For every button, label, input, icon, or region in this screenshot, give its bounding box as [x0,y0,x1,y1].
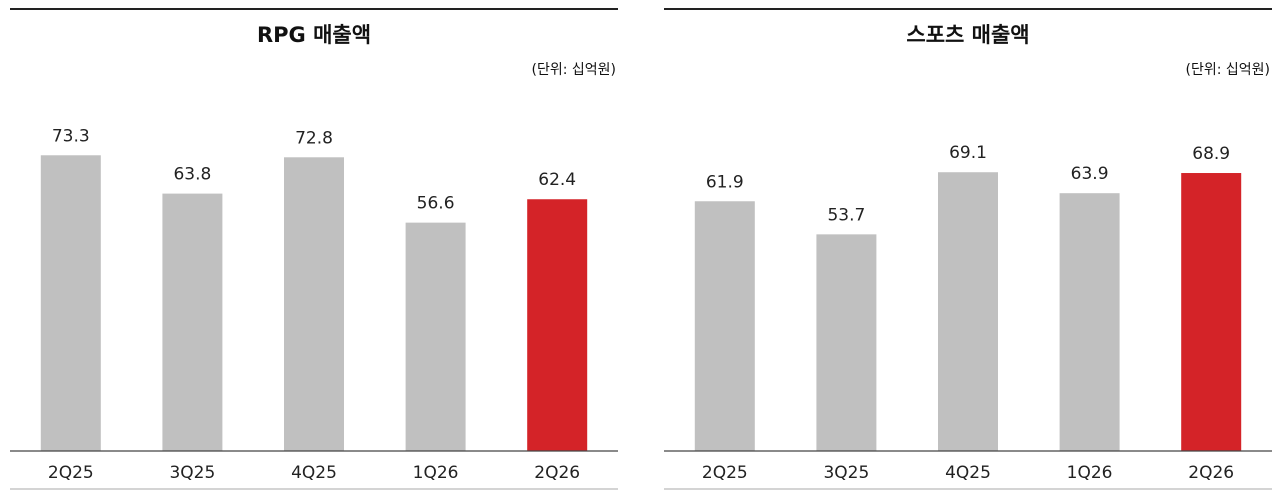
value-label-4Q25: 69.1 [949,143,987,163]
bar-3Q25 [816,234,877,451]
bar-1Q26 [1059,193,1120,452]
bar-group: 73.3 2Q25 63.8 3Q25 72.8 4Q25 56.6 1Q26 62.4 2Q26 [40,126,588,483]
x-tick-label-3Q25: 3Q25 [823,463,869,483]
value-label-2Q25: 61.9 [706,172,744,192]
chart-title: RPG 매출액 [257,23,371,47]
chart-panel-rpg: RPG 매출액 (단위: 십억원) 73.3 2Q25 63.8 3Q25 72.8 4Q… [10,0,618,497]
value-label-4Q25: 72.8 [295,128,333,148]
bar-2Q26 [1181,173,1242,451]
chart-title: 스포츠 매출액 [906,23,1029,47]
x-tick-label-1Q26: 1Q26 [413,463,459,483]
bar-2Q25 [40,155,101,452]
x-tick-label-1Q26: 1Q26 [1067,463,1113,483]
value-label-1Q26: 63.9 [1071,164,1109,184]
bar-4Q25 [938,172,998,452]
x-tick-label-2Q26: 2Q26 [1188,463,1234,483]
unit-label: (단위: 십억원) [532,62,617,78]
x-tick-label-4Q25: 4Q25 [291,463,337,483]
bar-2Q25 [694,201,755,451]
chart-panel-sports: 스포츠 매출액 (단위: 십억원) 61.9 2Q25 53.7 3Q25 69.1 4Q… [664,0,1272,497]
value-label-1Q26: 56.6 [417,194,455,214]
bar-2Q26 [527,199,588,451]
x-tick-label-2Q25: 2Q25 [48,463,94,483]
bar-3Q25 [162,193,223,451]
x-tick-label-3Q25: 3Q25 [169,463,215,483]
value-label-2Q25: 73.3 [52,126,90,146]
bar-4Q25 [284,157,344,451]
value-label-2Q26: 62.4 [538,170,576,190]
value-label-2Q26: 68.9 [1192,144,1230,164]
value-label-3Q25: 63.8 [173,165,211,185]
bar-1Q26 [405,222,466,451]
x-tick-label-2Q26: 2Q26 [534,463,580,483]
unit-label: (단위: 십억원) [1186,62,1271,78]
rpg-revenue-chart: RPG 매출액 (단위: 십억원) 73.3 2Q25 63.8 3Q25 72.8 4Q… [10,8,618,490]
x-tick-label-2Q25: 2Q25 [702,463,748,483]
value-label-3Q25: 53.7 [827,205,865,225]
x-tick-label-4Q25: 4Q25 [945,463,991,483]
sports-revenue-chart: 스포츠 매출액 (단위: 십억원) 61.9 2Q25 53.7 3Q25 69.1 4Q… [664,8,1272,490]
bar-group: 61.9 2Q25 53.7 3Q25 69.1 4Q25 63.9 1Q26 68.9 2Q26 [694,143,1242,483]
